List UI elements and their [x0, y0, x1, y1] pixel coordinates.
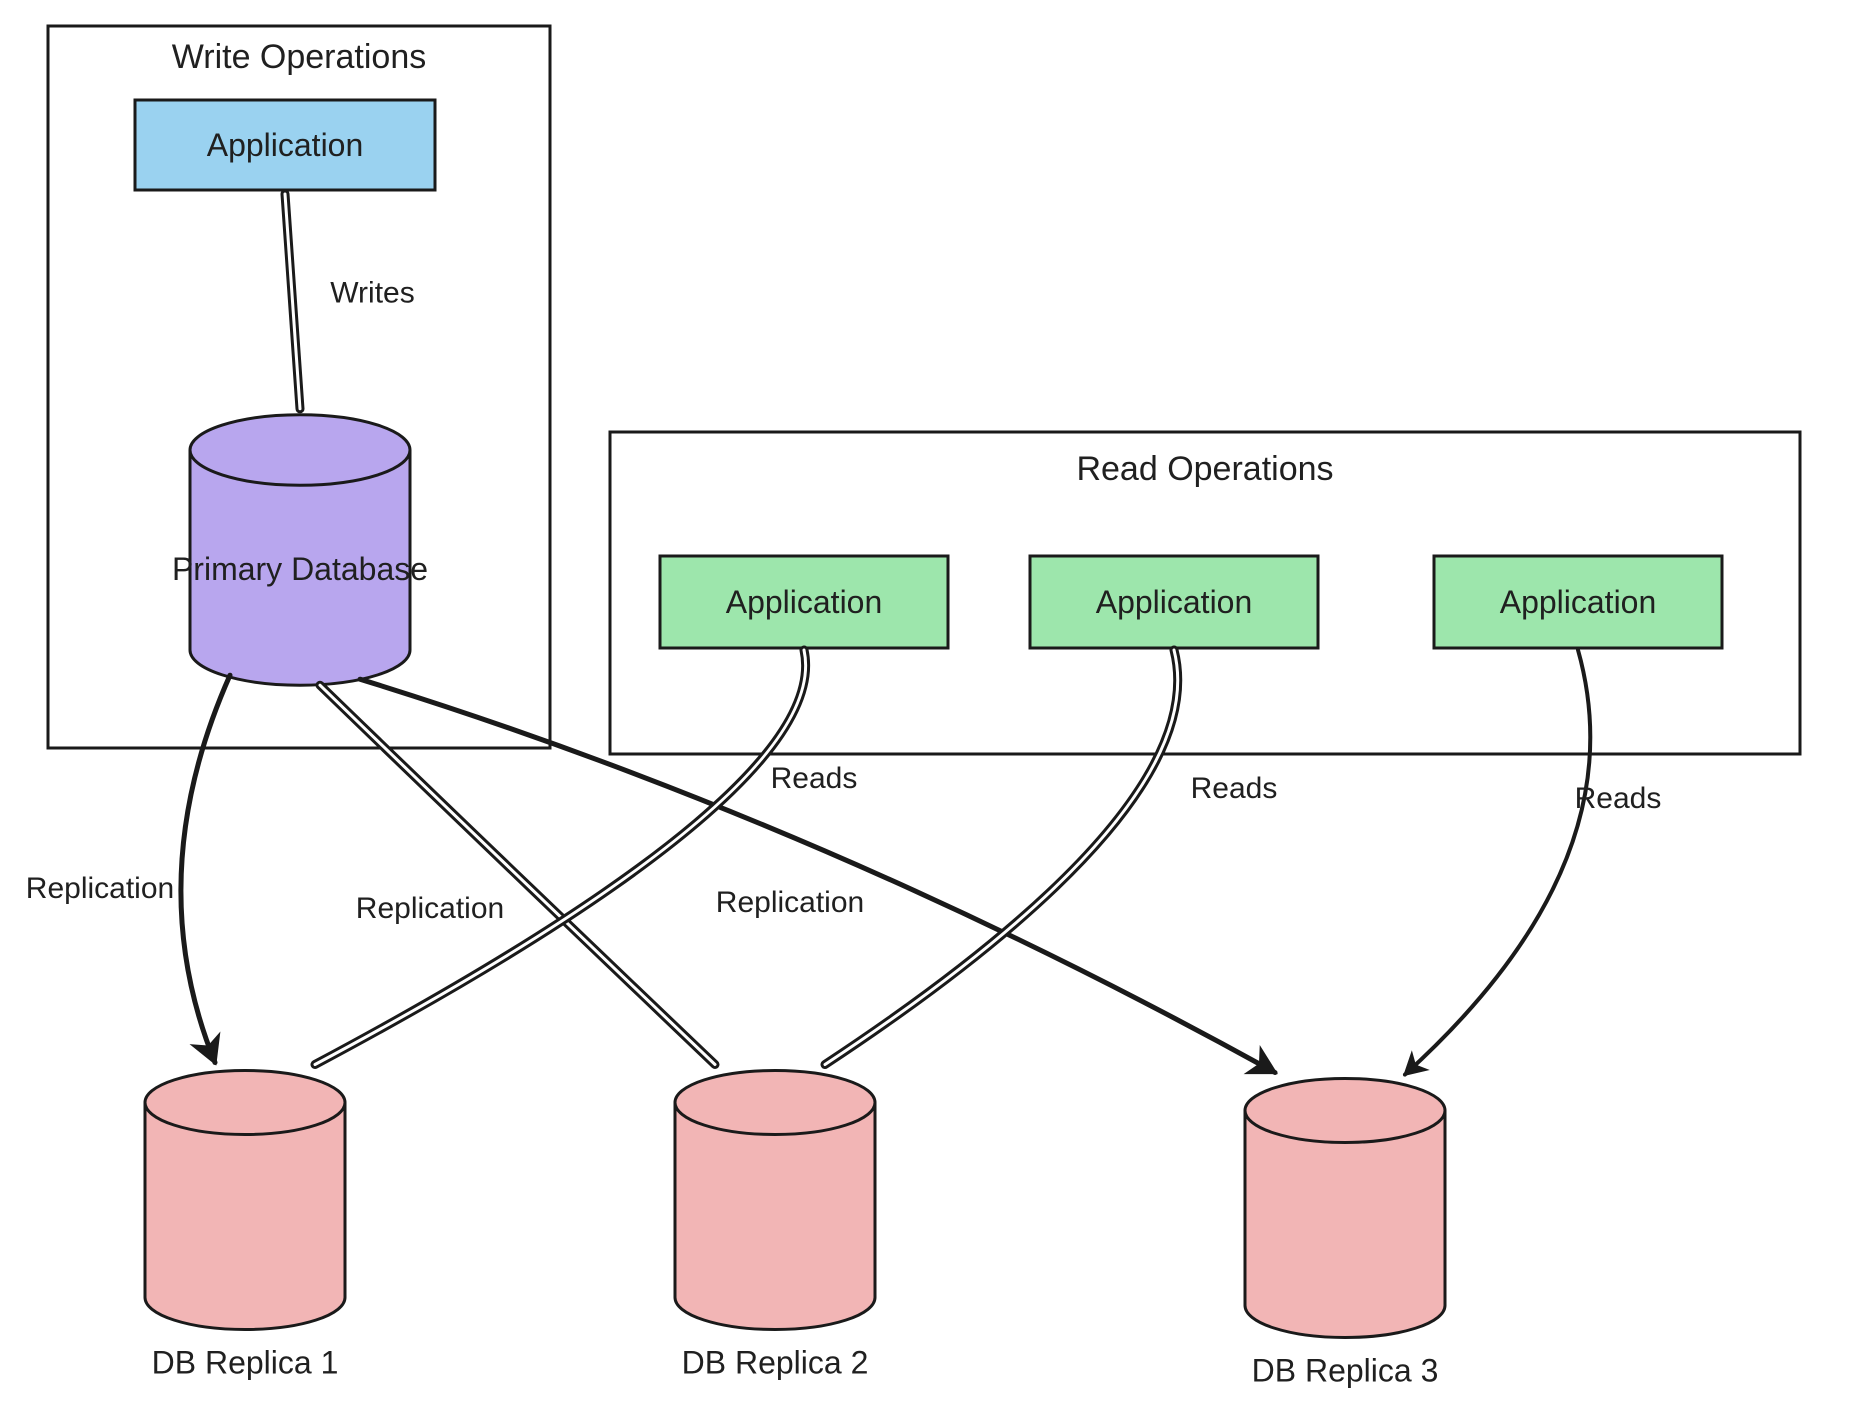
edge-reads-1-head — [315, 650, 806, 1065]
application-read-3-label: Application — [1500, 584, 1657, 620]
edge-reads-1-inner — [315, 650, 806, 1065]
db-replica-3-label: DB Replica 3 — [1252, 1353, 1439, 1389]
db-replica-1-label: DB Replica 1 — [152, 1345, 339, 1381]
db-replica-2-label: DB Replica 2 — [682, 1345, 869, 1381]
application-read-box-1: Application — [660, 556, 948, 648]
edge-reads-1-label: Reads — [771, 762, 858, 795]
replication-diagram: Write Operations Read Operations Applica… — [0, 0, 1854, 1417]
primary-database-cylinder: Primary Database — [172, 415, 428, 685]
edge-reads-1-outer — [315, 650, 806, 1065]
application-read-2-label: Application — [1096, 584, 1253, 620]
read-panel-title: Read Operations — [1076, 450, 1333, 488]
application-read-box-2: Application — [1030, 556, 1318, 648]
application-write-label: Application — [207, 127, 364, 163]
edge-replication-1 — [181, 675, 230, 1062]
edge-replication-2-inner — [320, 685, 715, 1064]
edge-reads-2-outer — [825, 650, 1178, 1065]
primary-database-label: Primary Database — [172, 551, 428, 587]
edge-writes-head — [285, 194, 300, 409]
application-read-1-label: Application — [726, 584, 883, 620]
db-replica-2-cylinder: DB Replica 2 — [675, 1071, 875, 1381]
db-replica-1-cylinder: DB Replica 1 — [145, 1071, 345, 1381]
write-panel-title: Write Operations — [172, 38, 426, 76]
edge-writes-label: Writes — [330, 276, 414, 309]
db-replica-3-cylinder: DB Replica 3 — [1245, 1079, 1445, 1389]
edge-reads-2-label: Reads — [1191, 772, 1278, 805]
application-read-box-3: Application — [1434, 556, 1722, 648]
edge-reads-2-head — [825, 650, 1178, 1065]
edge-replication-3 — [360, 679, 1275, 1072]
edge-replication-3-label: Replication — [716, 886, 864, 919]
edge-reads-2-inner — [825, 650, 1178, 1065]
edge-replication-2-label: Replication — [356, 892, 504, 925]
edge-replication-1-label: Replication — [26, 872, 174, 905]
edge-reads-3 — [1405, 650, 1590, 1075]
application-write-box: Application — [135, 100, 435, 190]
edge-reads-3-label: Reads — [1575, 782, 1662, 815]
